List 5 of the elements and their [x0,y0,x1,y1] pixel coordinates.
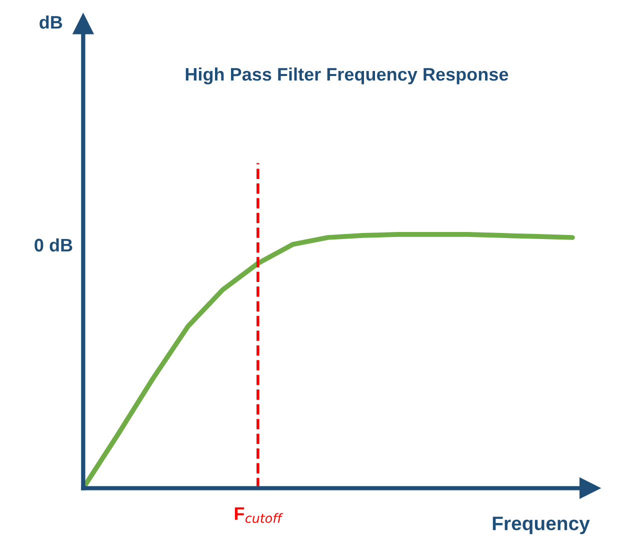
chart-title: High Pass Filter Frequency Response [186,67,508,84]
text: F$_{cutoff}$ [234,507,284,523]
text: 0 dB [34,238,72,252]
x-axis-title: Frequency [492,516,590,534]
text: dB [40,15,62,29]
